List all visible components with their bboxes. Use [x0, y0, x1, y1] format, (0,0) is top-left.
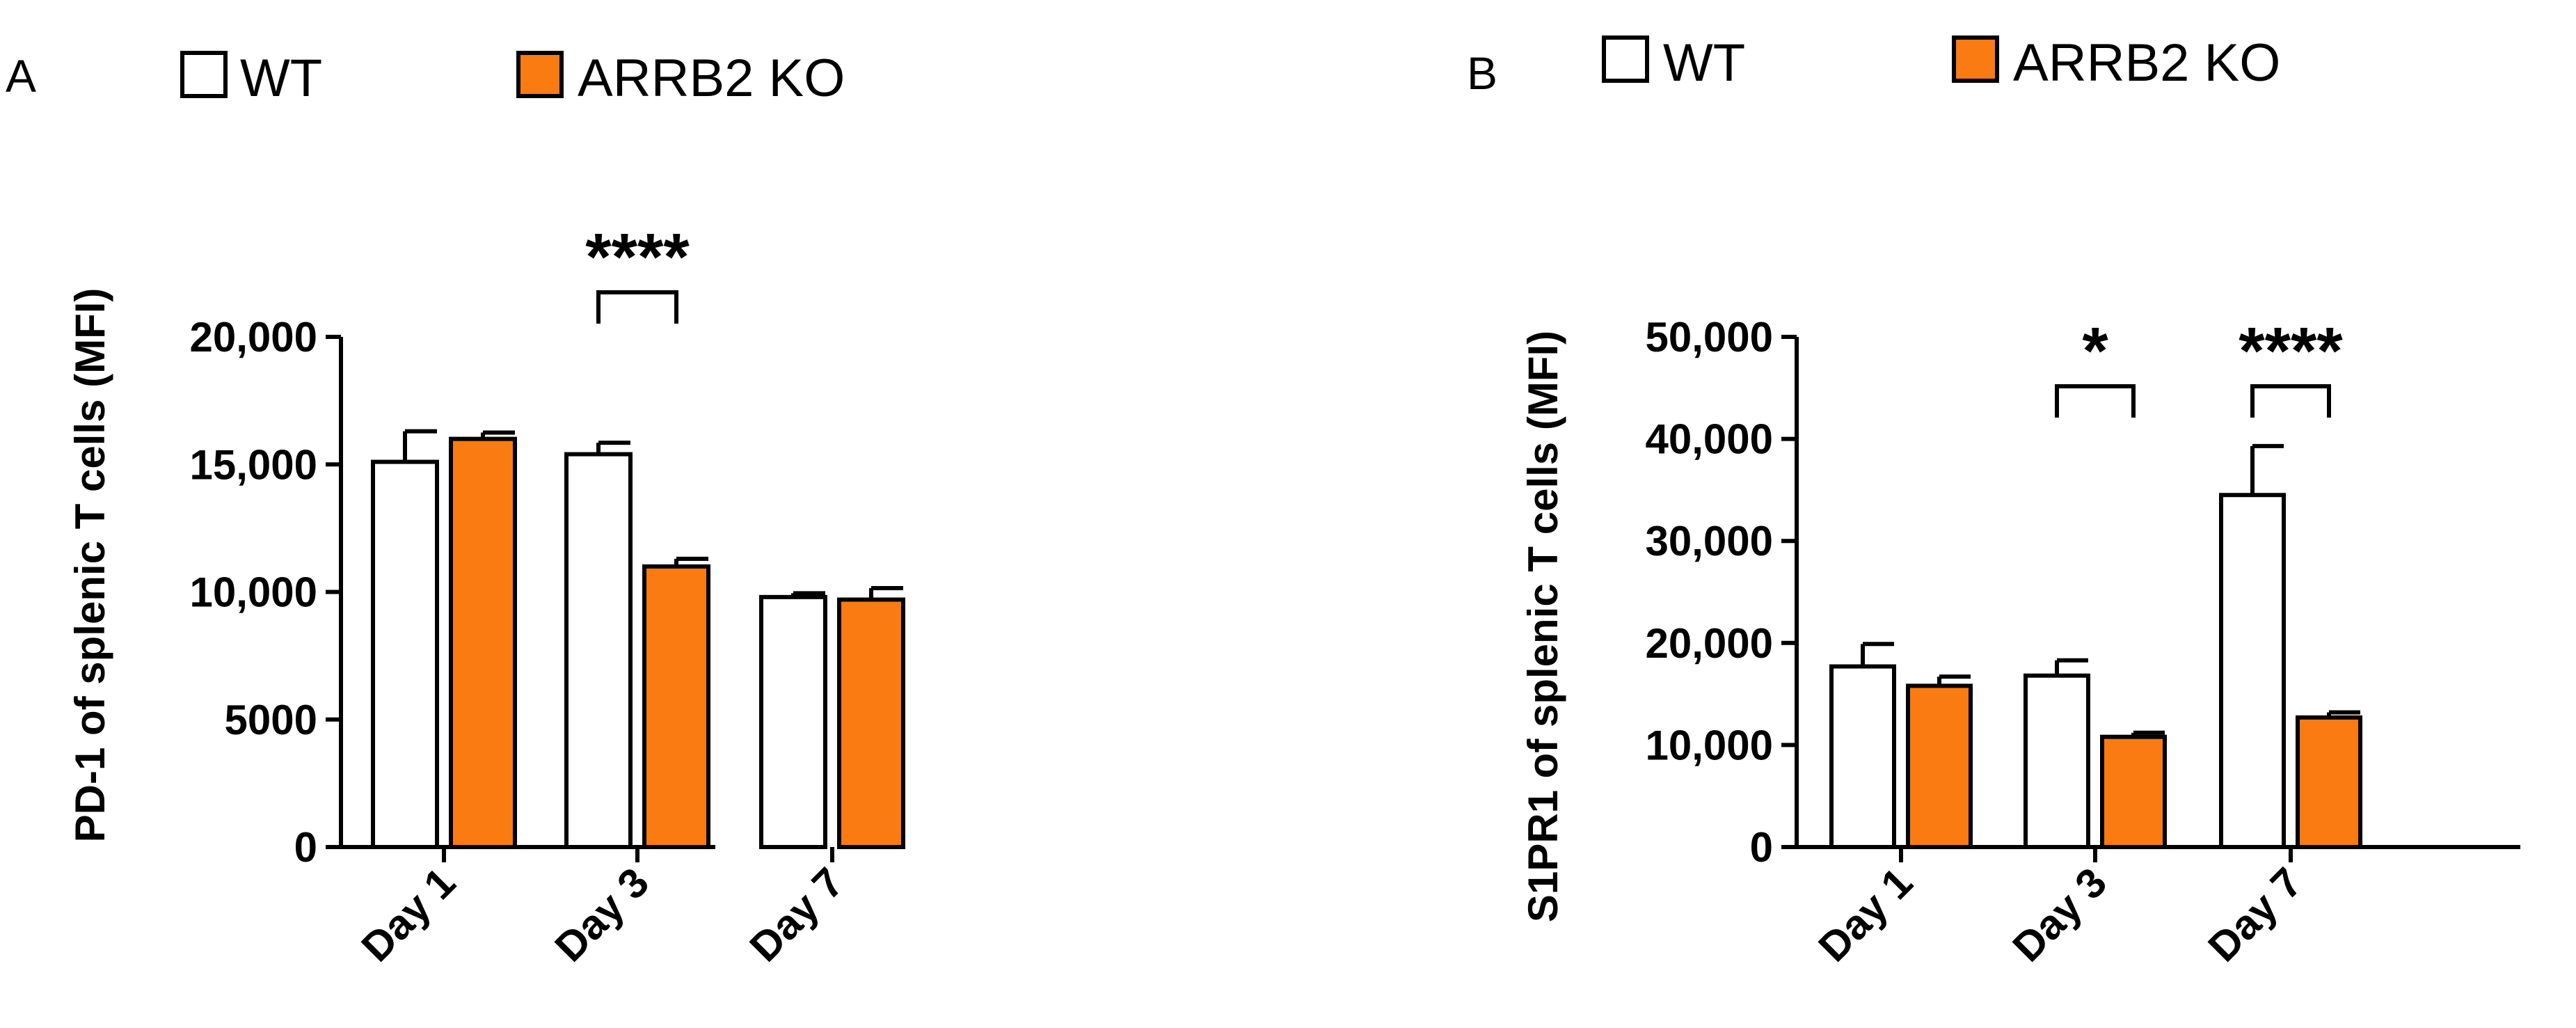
- bar-ko: [1906, 683, 1973, 850]
- y-tick-label: 0: [1750, 824, 1773, 871]
- significance-bracket: [2250, 384, 2331, 418]
- significance-label: ****: [2239, 314, 2343, 388]
- legend-ko-swatch: [516, 51, 564, 98]
- y-tick-label: 30,000: [1645, 518, 1773, 564]
- legend-ko-swatch: [1952, 35, 1999, 83]
- bar-wt: [2219, 493, 2286, 849]
- significance-bracket: [2055, 384, 2136, 418]
- y-tick-label: 5000: [225, 697, 317, 743]
- legend-wt-label: WT: [240, 49, 322, 108]
- y-tick-label: 10,000: [189, 569, 317, 616]
- category-label: Day 3: [546, 859, 658, 971]
- y-tick-label: 20,000: [1645, 620, 1773, 667]
- bar-wt: [564, 452, 633, 849]
- legend-ko-label: ARRB2 KO: [2013, 33, 2280, 93]
- category-label: Day 3: [2004, 859, 2116, 971]
- legend-wt-label: WT: [1663, 33, 1745, 93]
- category-label: Day 1: [353, 859, 465, 971]
- y-axis-title: PD-1 of splenic T cells (MFI): [67, 288, 113, 843]
- legend-wt-swatch: [1602, 35, 1649, 83]
- plot-area: 0 5000 10,000 15,000 20,000 Day 1 Day 3 Day 7 **…: [189, 220, 905, 971]
- bar-ko: [449, 436, 517, 849]
- plot-area: 0 10,000 20,000 30,000 40,000 50,000 Day 1 Day …: [1645, 314, 2520, 970]
- y-tick-label: 0: [294, 824, 317, 871]
- legend-ko-label: ARRB2 KO: [578, 49, 845, 108]
- bar-wt: [2024, 673, 2090, 849]
- panel-a: A WT ARRB2 KO PD-1 of splenic T cells (M…: [6, 49, 905, 971]
- bar-wt: [1829, 664, 1896, 849]
- significance-bracket: [596, 290, 678, 324]
- panel-a-label: A: [6, 50, 36, 102]
- y-tick-label: 40,000: [1645, 416, 1773, 463]
- panel-b-label: B: [1467, 47, 1497, 99]
- category-label: Day 1: [1810, 859, 1922, 971]
- bar-ko: [2296, 715, 2362, 849]
- bar-wt: [759, 594, 827, 850]
- y-tick-label: 15,000: [189, 441, 317, 488]
- category-label: Day 7: [741, 859, 853, 971]
- category-label: Day 7: [2200, 859, 2312, 971]
- bar-wt: [371, 459, 439, 849]
- significance-label: *: [2082, 314, 2108, 388]
- y-tick-label: 20,000: [189, 314, 317, 361]
- y-tick-label: 50,000: [1645, 314, 1773, 361]
- y-axis-title: S1PR1 of splenic T cells (MFI): [1520, 331, 1566, 922]
- legend-wt-swatch: [180, 51, 228, 98]
- y-tick-label: 10,000: [1645, 722, 1773, 768]
- bar-ko: [837, 597, 905, 849]
- significance-label: ****: [585, 220, 690, 294]
- panel-b: B WT ARRB2 KO S1PR1 of splenic T cells (…: [1467, 33, 2520, 970]
- bar-ko: [2100, 734, 2167, 849]
- bar-ko: [642, 564, 710, 849]
